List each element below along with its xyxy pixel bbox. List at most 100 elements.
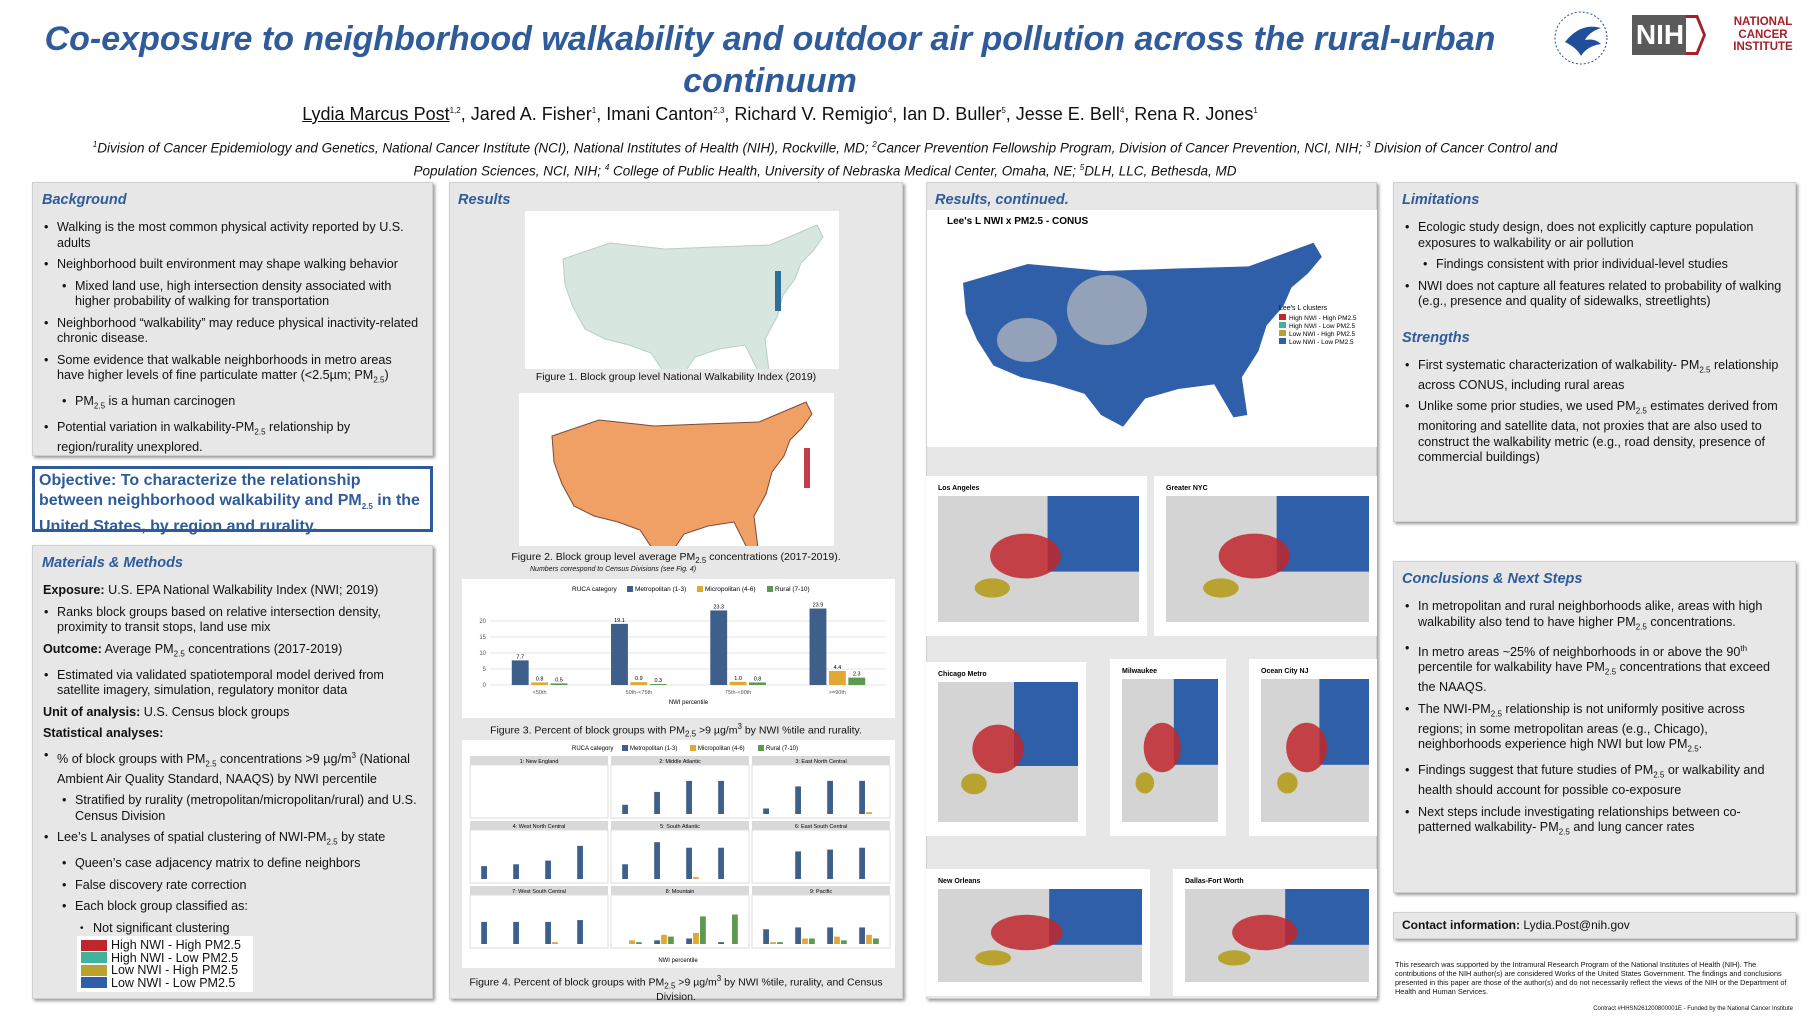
legend-swatch [1279, 322, 1286, 328]
bar [654, 940, 660, 944]
text-run: Figure 3. Percent of block groups with P… [490, 724, 685, 737]
bar [636, 942, 642, 944]
list-item: Potential variation in walkability-PM2.5… [43, 420, 422, 456]
panel-frame [610, 829, 750, 884]
arrow-inner [1686, 18, 1703, 52]
bar [654, 791, 660, 814]
legend-swatch [81, 964, 107, 976]
legend-label: Low NWI - Low PM2.5 [1289, 339, 1354, 346]
legend-label: Micropolitan (4-6) [698, 746, 745, 752]
panel-frame [610, 764, 750, 819]
legend-label: Low NWI - High PM2.5 [1289, 331, 1355, 338]
legend-entry: Low NWI - Low PM2.5 [81, 976, 249, 990]
text-run: (National Ambient Air Quality Standard, … [57, 751, 410, 786]
text-run: U.S. Census block groups [140, 704, 290, 719]
subscript: 2.5 [1604, 667, 1617, 677]
section-heading: Strengths [1402, 329, 1470, 346]
bar [718, 847, 724, 879]
legend-title: Lee's L clusters [1279, 305, 1328, 312]
text-run: or walkability and health should account… [1418, 763, 1765, 798]
superscript: 3 [737, 722, 742, 731]
contact-box: Contact information: Lydia.Post@nih.gov [1393, 912, 1796, 939]
map-region [1286, 722, 1328, 773]
bar [859, 780, 865, 814]
text-run: In metro areas ~25% of neighborhoods in … [1418, 644, 1741, 659]
text-run: % of block groups with PM [57, 751, 206, 766]
bar [531, 682, 549, 685]
text-run: Some evidence that walkable neighborhood… [57, 352, 392, 383]
x-tick-label: 50th-<75th [626, 690, 652, 696]
text-run: Findings consistent with prior individua… [1436, 257, 1728, 271]
text-run: Figure 4. Percent of block groups with P… [469, 976, 665, 989]
bar [545, 921, 551, 944]
superscript: 1 [591, 106, 597, 115]
value-label: 19.1 [614, 618, 625, 624]
map-region [975, 950, 1012, 966]
legend-swatch [81, 977, 107, 989]
bar [629, 940, 635, 944]
bar [700, 916, 706, 944]
panel-frame [469, 894, 609, 949]
text-run: In metropolitan and rural neighborhoods … [1418, 599, 1763, 629]
bar [686, 847, 692, 879]
bar [809, 608, 827, 685]
map-region [1319, 679, 1369, 765]
conclusions-panel: Conclusions & Next Steps In metropolitan… [1393, 561, 1796, 893]
legend-label: Rural (7-10) [775, 586, 810, 593]
text-run: estimates derived from monitoring and sa… [1418, 399, 1778, 465]
value-label: 0.8 [536, 676, 544, 682]
value-label: 0.8 [754, 676, 762, 682]
list-item: NWI does not capture all features relate… [1404, 279, 1785, 310]
authors: Lydia Marcus Post1,2, Jared A. Fisher1, … [0, 104, 1560, 125]
legend-entry: Low NWI - High PM2.5 [81, 964, 249, 977]
text-run: PM [75, 394, 94, 409]
city-map: Chicago Metro [926, 662, 1086, 836]
legend-label: Metropolitan (1-3) [635, 586, 686, 593]
legend-swatch [622, 745, 628, 751]
map-region [972, 724, 1024, 774]
text-run: Next steps include investigating relatio… [1418, 804, 1741, 835]
city-map: New Orleans [926, 869, 1150, 996]
list-item: Next steps include investigating relatio… [1404, 805, 1785, 841]
bar [649, 684, 667, 685]
superscript: 3 [716, 974, 722, 983]
bar [859, 847, 865, 879]
panel-frame [751, 894, 891, 949]
subscript: 2.5 [361, 502, 373, 512]
list-item: False discovery rate correction [43, 878, 422, 894]
panel-frame [610, 894, 750, 949]
bar [763, 929, 769, 944]
map-region [974, 578, 1010, 598]
list-item: Walking is the most common physical acti… [43, 220, 422, 251]
figure-caption: Figure 3. Percent of block groups with P… [449, 722, 903, 739]
strengths-list: First systematic characterization of wal… [1394, 346, 1795, 466]
figure-caption: Figure 2. Block group level average PM2.… [449, 551, 903, 565]
map-region [1135, 772, 1155, 794]
panel-strip [752, 821, 890, 830]
list-item: Neighborhood built environment may shape… [43, 257, 422, 273]
bar [686, 938, 692, 944]
bar [718, 780, 724, 814]
text-run: Average PM [101, 641, 174, 656]
map-region [1014, 682, 1078, 766]
legend-swatch [1279, 330, 1286, 336]
superscript: 5 [1079, 162, 1085, 172]
bar [866, 934, 872, 944]
list-item: PM2.5 is a human carcinogen [43, 394, 422, 414]
city-map: Dallas-Fort Worth [1173, 869, 1377, 996]
panel-frame [751, 829, 891, 884]
figure-caption: Figure 1. Block group level National Wal… [535, 371, 817, 383]
text-run: and lung cancer rates [1569, 820, 1695, 835]
bar [795, 786, 801, 814]
bar [749, 682, 766, 685]
objective-box: Objective: To characterize the relations… [32, 466, 433, 536]
text-run: Queen’s case adjacency matrix to define … [75, 856, 361, 871]
figure-1-map [525, 211, 839, 369]
text-run: Findings suggest that future studies of … [1418, 763, 1654, 778]
value-label: 23.9 [813, 603, 824, 609]
map-region [1232, 914, 1298, 951]
legend-swatch [758, 745, 764, 751]
hhs-logo [1554, 11, 1608, 65]
legend-label: Rural (7-10) [766, 746, 798, 752]
text-run: in the United States, by region and rura… [39, 492, 420, 536]
